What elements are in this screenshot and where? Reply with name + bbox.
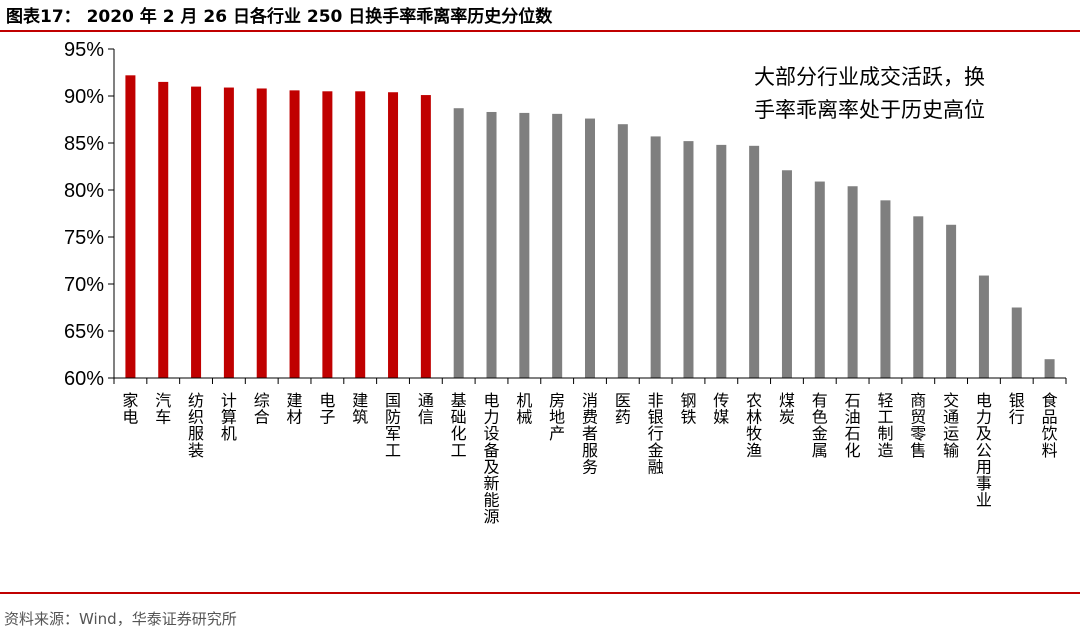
bar: [453, 108, 464, 378]
bar: [847, 186, 858, 378]
x-tick-label: 农林牧渔: [746, 391, 762, 460]
x-tick-label: 机械: [516, 391, 532, 427]
x-tick-label: 石油石化: [845, 391, 861, 460]
x-tick-label: 钢铁: [680, 391, 696, 427]
x-tick-label: 建材: [287, 391, 303, 427]
y-tick-label: 95%: [64, 39, 104, 61]
x-tick-label: 计算机: [221, 391, 237, 443]
bar: [519, 112, 530, 379]
bar: [1011, 307, 1022, 378]
bar: [125, 75, 136, 378]
x-tick-label: 电子: [319, 391, 335, 427]
bar: [388, 92, 399, 379]
bottom-rule: [0, 592, 1080, 594]
chart-title: 图表17： 2020 年 2 月 26 日各行业 250 日换手率乖离率历史分位…: [6, 7, 553, 27]
bar: [814, 181, 825, 378]
x-tick-label: 房地产: [549, 391, 565, 443]
x-tick-label: 消费者服务: [582, 391, 598, 476]
bar: [322, 91, 333, 379]
annotation-line-2: 手率乖离率处于历史高位: [754, 98, 985, 122]
x-tick-label: 电力及公用事业: [976, 391, 992, 510]
bar: [978, 275, 989, 378]
bar: [913, 216, 924, 378]
bar: [420, 95, 431, 378]
y-tick-label: 90%: [64, 86, 104, 108]
y-tick-label: 75%: [64, 227, 104, 249]
x-tick-label: 商贸零售: [910, 391, 926, 460]
bar: [650, 136, 661, 378]
x-tick-label: 交通运输: [943, 391, 959, 460]
bar: [617, 124, 628, 378]
bar: [946, 224, 957, 378]
x-tick-label: 轻工制造: [877, 391, 893, 460]
x-tick-label: 传媒: [713, 391, 729, 427]
bar: [256, 88, 267, 378]
bar: [1044, 359, 1055, 378]
bar: [158, 81, 169, 379]
y-axis: 60% 65% 70% 75% 80% 85% 90% 95%: [64, 39, 115, 390]
top-rule: [0, 30, 1080, 32]
bars: [125, 75, 1055, 379]
x-tick-label: 家电: [122, 391, 138, 427]
x-tick-label: 医药: [615, 391, 631, 427]
annotation-box: 大部分行业成交活跃，换 手率乖离率处于历史高位: [754, 65, 985, 122]
x-tick-label: 银行: [1009, 391, 1025, 427]
x-tick-label: 食品饮料: [1042, 391, 1058, 460]
source-note: 资料来源：Wind，华泰证券研究所: [4, 610, 237, 628]
bar: [880, 200, 891, 378]
x-tick-label: 煤炭: [779, 391, 795, 427]
y-tick-label: 70%: [64, 274, 104, 296]
x-tick-label: 通信: [418, 391, 434, 427]
bar: [749, 145, 760, 378]
annotation-line-1: 大部分行业成交活跃，换: [754, 65, 985, 89]
bar: [191, 86, 202, 378]
x-tick-label: 建筑: [352, 391, 368, 427]
x-tick-label: 基础化工: [451, 391, 467, 460]
x-tick-label: 综合: [254, 391, 270, 427]
y-tick-label: 60%: [64, 368, 104, 390]
bar: [781, 170, 792, 378]
bar: [683, 141, 694, 378]
x-tick-label: 汽车: [155, 391, 171, 427]
x-tick-label: 电力设备及新能源: [484, 391, 500, 526]
bar: [223, 87, 234, 378]
y-tick-label: 85%: [64, 133, 104, 155]
bar: [486, 111, 497, 378]
x-tick-label: 纺织服装: [188, 391, 204, 460]
x-tick-label: 国防军工: [385, 391, 401, 460]
bar: [289, 90, 300, 379]
bar: [585, 118, 595, 378]
bar: [355, 91, 366, 379]
bar: [716, 144, 727, 378]
bar: [552, 113, 563, 379]
x-tick-label: 非银行金融: [648, 391, 664, 476]
y-tick-label: 80%: [64, 180, 104, 202]
y-tick-label: 65%: [64, 321, 104, 343]
x-tick-label: 有色金属: [812, 391, 828, 460]
